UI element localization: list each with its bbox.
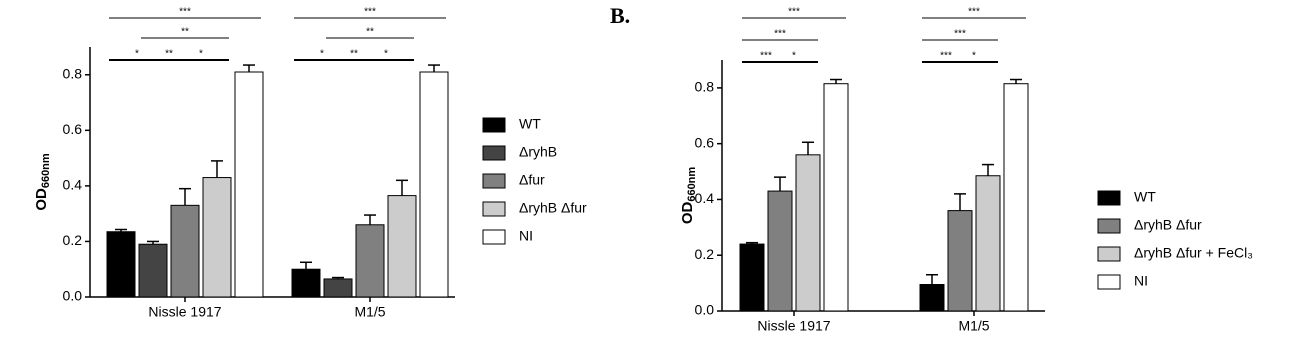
- y-tick-label: 0.2: [695, 246, 715, 262]
- significance-label: **: [366, 27, 374, 38]
- legend-label: ΔryhB Δfur: [519, 200, 587, 216]
- x-tick-label: Nissle 1917: [757, 318, 830, 334]
- significance-label: ***: [760, 51, 772, 62]
- significance-label: *: [972, 51, 976, 62]
- bar: [234, 71, 264, 298]
- x-tick-label: M1/5: [958, 318, 989, 334]
- legend-swatch: [482, 173, 506, 189]
- y-tick-label: 0.8: [63, 65, 83, 81]
- significance-label: **: [350, 49, 358, 60]
- legend-label: Δfur: [519, 172, 545, 188]
- bar: [947, 210, 973, 312]
- y-tick-label: 0.6: [695, 134, 715, 150]
- legend-label: ΔryhB Δfur: [1134, 217, 1202, 233]
- significance-label: **: [165, 49, 173, 60]
- significance-label: ***: [940, 51, 952, 62]
- bar: [919, 284, 945, 312]
- bar: [739, 243, 765, 312]
- legend-label: NI: [1134, 273, 1148, 289]
- legend-swatch: [482, 145, 506, 161]
- bar: [975, 175, 1001, 312]
- bar: [106, 231, 136, 298]
- legend-label: NI: [519, 228, 533, 244]
- significance-label: ***: [968, 7, 980, 18]
- significance-label: ***: [788, 7, 800, 18]
- bar: [355, 224, 385, 298]
- significance-label: *: [199, 49, 203, 60]
- legend-swatch: [482, 201, 506, 217]
- y-label-main: OD: [33, 188, 50, 211]
- bar: [323, 278, 353, 298]
- bar: [823, 83, 849, 312]
- significance-label: **: [181, 27, 189, 38]
- y-axis-label: OD660nm: [33, 153, 52, 211]
- legend-swatch: [482, 229, 506, 245]
- legend-label: ΔryhB Δfur + FeCl₃: [1134, 245, 1253, 261]
- legend-swatch: [482, 117, 506, 133]
- legend-label: WT: [519, 116, 541, 132]
- bar: [767, 190, 793, 312]
- significance-label: *: [320, 49, 324, 60]
- y-axis-label: OD660nm: [679, 167, 698, 225]
- y-tick-label: 0.6: [63, 121, 83, 137]
- y-tick-label: 0.8: [695, 79, 715, 95]
- significance-label: *: [792, 51, 796, 62]
- legend-swatch: [1097, 218, 1121, 234]
- significance-label: ***: [179, 7, 191, 18]
- legend-label: WT: [1134, 189, 1156, 205]
- legend-swatch: [1097, 190, 1121, 206]
- y-tick-label: 0.0: [63, 288, 83, 304]
- y-tick-label: 0.4: [695, 190, 715, 206]
- significance-label: ***: [774, 29, 786, 40]
- significance-label: *: [135, 49, 139, 60]
- bar: [1003, 83, 1029, 312]
- bar: [795, 154, 821, 312]
- y-label-sub: 660nm: [686, 167, 698, 202]
- bar: [170, 204, 200, 298]
- y-label-main: OD: [679, 202, 696, 225]
- significance-label: ***: [954, 29, 966, 40]
- x-tick-label: Nissle 1917: [148, 304, 221, 320]
- legend-label: ΔryhB: [519, 144, 557, 160]
- bar: [202, 177, 232, 298]
- bar: [419, 71, 449, 298]
- y-tick-label: 0.4: [63, 177, 83, 193]
- bar: [138, 243, 168, 298]
- x-tick-label: M1/5: [354, 304, 385, 320]
- bar: [387, 195, 417, 298]
- bar: [291, 268, 321, 298]
- legend-swatch: [1097, 274, 1121, 290]
- y-label-sub: 660nm: [40, 153, 52, 188]
- significance-label: *: [384, 49, 388, 60]
- legend-swatch: [1097, 246, 1121, 262]
- significance-label: ***: [364, 7, 376, 18]
- y-tick-label: 0.2: [63, 232, 83, 248]
- panel-label: B.: [610, 3, 630, 28]
- y-tick-label: 0.0: [695, 302, 715, 318]
